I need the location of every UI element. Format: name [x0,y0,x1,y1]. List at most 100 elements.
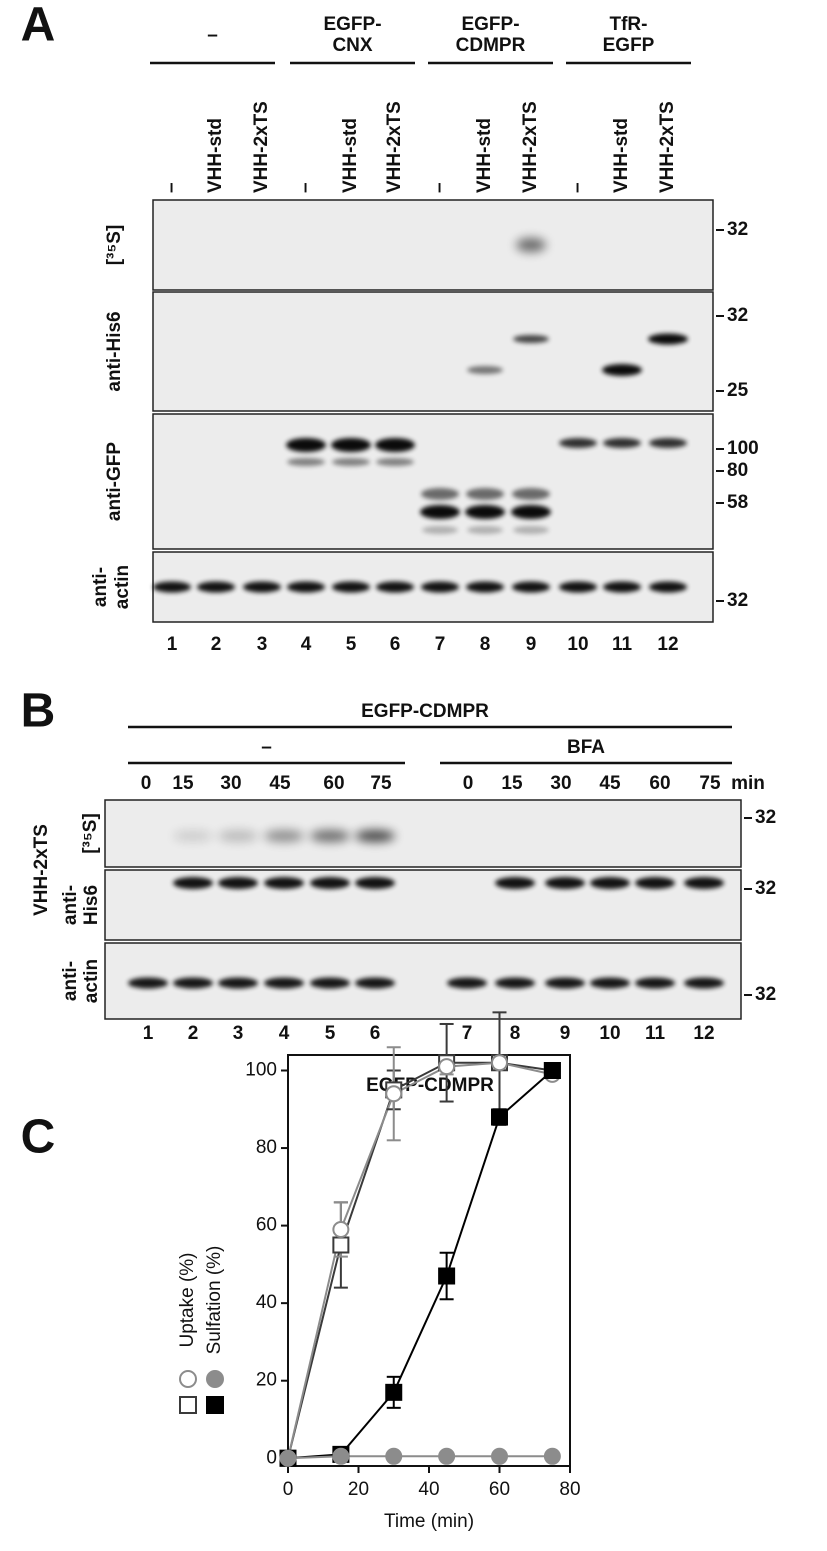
band [559,438,597,448]
data-point [543,1447,561,1465]
band [495,977,535,989]
blot-label: His6 [81,885,102,925]
group-label: CNX [332,35,372,56]
band [332,581,370,593]
legend-symbol [179,1370,197,1388]
lane-number: 5 [346,634,357,655]
lane-label: – [567,182,588,193]
band [197,581,235,593]
y-tick-label: 60 [256,1215,277,1236]
band [590,877,630,889]
band [603,438,641,448]
lane-number: 9 [560,1023,571,1044]
band [310,830,350,842]
data-point [491,1447,508,1465]
band [376,581,414,593]
series-line [287,1455,553,1460]
data-point [332,1220,350,1238]
group-label: – [261,737,272,758]
group-label: TfR- [610,14,648,35]
y-tick-label: 40 [256,1292,277,1313]
x-tick-label: 0 [283,1479,294,1500]
lane-number: 11 [612,634,633,655]
band [332,458,370,466]
plot-frame [287,1054,571,1467]
data-point [491,1108,508,1126]
band [287,458,325,466]
marker-label: 32 [727,219,748,240]
band [545,877,585,889]
band [635,877,675,889]
band [648,333,688,345]
lane-label: VHH-std [205,118,226,193]
lane-number: 10 [599,1023,620,1044]
band [421,581,459,593]
band [495,877,535,889]
band [513,526,549,534]
marker-label: 80 [727,460,748,481]
blot-label: anti- [60,961,81,1001]
lane-number: 1 [167,634,178,655]
lane-label: – [429,182,450,193]
lane-number: 7 [435,634,446,655]
time-label: 75 [370,773,392,794]
time-label: 15 [501,773,523,794]
data-point [438,1267,456,1285]
blot-label: actin [112,565,133,609]
time-label: 15 [172,773,194,794]
data-point [385,1447,403,1465]
lane-label: – [295,182,316,193]
lane-number: 3 [233,1023,244,1044]
band [422,526,458,534]
y-axis-label: Uptake (%) [177,1252,198,1347]
band [286,438,326,452]
blot [152,199,714,291]
y-tick-label: 80 [256,1137,277,1158]
band [649,581,687,593]
lane-number: 4 [301,634,312,655]
band [516,238,546,252]
lane-number: 11 [645,1023,666,1044]
band [603,581,641,593]
lane-number: 1 [143,1023,154,1044]
panel-letter: B [21,685,56,738]
lane-number: 4 [279,1023,290,1044]
band [264,830,304,842]
band [287,581,325,593]
lane-number: 3 [257,634,268,655]
band [310,977,350,989]
time-label: 0 [141,773,152,794]
legend-symbol [206,1396,224,1414]
legend-symbol [179,1396,197,1414]
band [264,977,304,989]
group-label: – [207,25,218,46]
band [375,438,415,452]
group-label: CDMPR [456,35,526,56]
blot-label: [³⁵S] [80,813,101,854]
band [684,977,724,989]
data-point [279,1449,297,1467]
band [635,977,675,989]
lane-number: 8 [510,1023,521,1044]
lane-number: 6 [370,1023,381,1044]
group-label: EGFP [603,35,655,56]
panel-letter: C [21,1111,56,1164]
band [512,581,550,593]
data-point [385,1085,403,1103]
blot-label: [³⁵S] [104,225,125,266]
band [173,977,213,989]
legend-symbol [206,1370,224,1388]
lane-number: 8 [480,634,491,655]
band [355,977,395,989]
marker-label: 100 [727,438,759,459]
lane-number: 10 [567,634,588,655]
time-label: 0 [463,773,474,794]
time-label: 30 [550,773,571,794]
band [545,977,585,989]
series-line [287,1061,553,1459]
band [649,438,687,448]
band [467,366,503,374]
blot-label: anti- [60,885,81,925]
construct-label: EGFP-CDMPR [361,701,489,722]
